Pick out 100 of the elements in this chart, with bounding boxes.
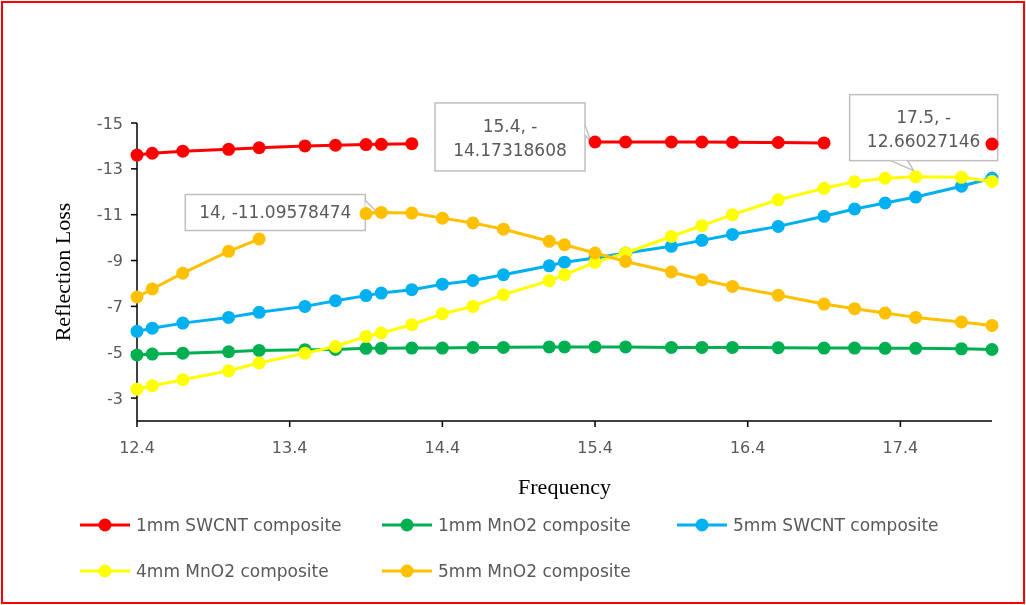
- point: [725, 208, 739, 222]
- point: [359, 138, 373, 152]
- point: [909, 341, 923, 355]
- point: [405, 206, 419, 220]
- point: [359, 341, 373, 355]
- y-axis-title: Reflection Loss: [50, 202, 75, 342]
- point: [374, 205, 388, 219]
- point: [466, 216, 480, 230]
- point: [558, 255, 571, 269]
- point: [130, 148, 144, 162]
- point: [145, 379, 159, 393]
- point: [664, 340, 678, 354]
- point: [619, 340, 633, 354]
- point: [252, 305, 266, 319]
- point: [558, 238, 571, 252]
- point: [435, 307, 449, 321]
- point: [435, 211, 449, 225]
- legend-label: 4mm MnO2 composite: [136, 561, 329, 581]
- point: [588, 135, 602, 149]
- point: [619, 254, 633, 268]
- point: [176, 346, 190, 360]
- point: [878, 171, 892, 185]
- point: [222, 244, 236, 258]
- point: [695, 135, 709, 149]
- point: [985, 342, 999, 356]
- point: [771, 135, 785, 149]
- point: [771, 288, 785, 302]
- point: [909, 190, 923, 204]
- legend-label: 1mm SWCNT composite: [136, 515, 342, 535]
- point: [558, 268, 571, 282]
- point: [130, 324, 144, 338]
- y-tick-label: -11: [96, 205, 123, 225]
- point: [405, 137, 419, 151]
- point: [878, 196, 892, 210]
- point: [542, 234, 556, 248]
- point: [558, 340, 571, 354]
- y-tick-label: -9: [107, 251, 123, 271]
- legend-label: 5mm MnO2 composite: [438, 561, 631, 581]
- point: [909, 310, 923, 324]
- point: [374, 341, 388, 355]
- point: [328, 138, 342, 152]
- point: [848, 302, 862, 316]
- point: [405, 283, 419, 297]
- y-tick-label: -15: [96, 113, 123, 133]
- point: [848, 202, 862, 216]
- point: [130, 382, 144, 396]
- point: [496, 268, 510, 282]
- point: [252, 232, 266, 246]
- point: [817, 181, 831, 195]
- point: [817, 209, 831, 223]
- annotation: 14, -11.09578474: [199, 202, 352, 223]
- point: [405, 341, 419, 355]
- point: [466, 340, 480, 354]
- point: [542, 274, 556, 288]
- point: [664, 135, 678, 149]
- x-tick-label: 12.4: [119, 438, 155, 457]
- y-tick-label: -13: [96, 159, 123, 179]
- point: [496, 288, 510, 302]
- point: [145, 321, 159, 335]
- point: [664, 229, 678, 243]
- point: [725, 340, 739, 354]
- legend-label: 5mm SWCNT composite: [733, 515, 939, 535]
- point: [725, 135, 739, 149]
- point: [298, 299, 312, 313]
- point: [817, 297, 831, 311]
- point: [435, 341, 449, 355]
- point: [405, 318, 419, 332]
- point: [542, 340, 556, 354]
- point: [725, 279, 739, 293]
- x-tick-label: 17.4: [882, 438, 919, 457]
- point: [130, 348, 144, 362]
- point: [130, 290, 144, 304]
- point: [145, 282, 159, 296]
- y-tick-label: -5: [107, 342, 123, 362]
- point: [435, 277, 449, 291]
- point: [725, 227, 739, 241]
- point: [909, 170, 923, 184]
- annotation: 15.4, -14.17318608: [453, 115, 567, 160]
- point: [985, 137, 999, 151]
- point: [222, 310, 236, 324]
- point: [817, 341, 831, 355]
- point: [496, 222, 510, 236]
- point: [374, 286, 388, 300]
- x-axis-title: Frequency: [518, 474, 611, 499]
- point: [359, 289, 373, 303]
- legend-label: 1mm MnO2 composite: [438, 515, 631, 535]
- x-tick-label: 15.4: [577, 438, 613, 457]
- point: [252, 343, 266, 357]
- point: [695, 233, 709, 247]
- point: [878, 306, 892, 320]
- point: [176, 316, 190, 330]
- point: [588, 340, 602, 354]
- annotation: 17.5, -12.66027146: [866, 106, 981, 151]
- point: [954, 315, 968, 329]
- point: [695, 340, 709, 354]
- point: [222, 345, 236, 359]
- point: [374, 137, 388, 151]
- point: [176, 266, 190, 280]
- point: [145, 146, 159, 160]
- x-tick-label: 16.4: [729, 438, 766, 457]
